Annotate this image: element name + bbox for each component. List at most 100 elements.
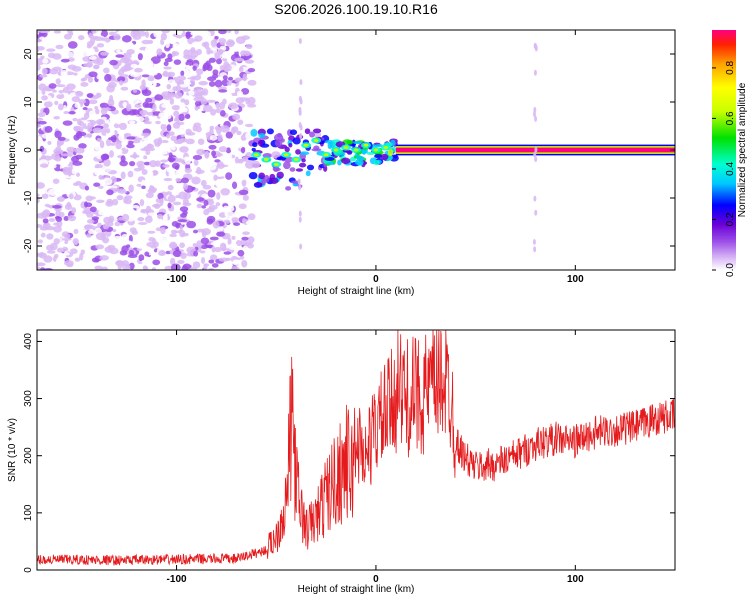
- heatmap-x-tick-label: 100: [567, 274, 584, 285]
- heatmap-cell: [67, 215, 77, 222]
- heatmap-cell: [242, 73, 247, 82]
- heatmap-cell: [163, 177, 173, 182]
- spike-cell: [299, 243, 303, 250]
- heatmap-cell: [140, 209, 146, 213]
- heatmap-cell: [184, 157, 191, 165]
- heatmap-cell: [179, 137, 188, 143]
- heatmap-cell: [146, 147, 156, 152]
- heatmap-cell: [193, 96, 204, 102]
- heatmap-cell: [163, 113, 172, 120]
- heatmap-cell: [42, 58, 49, 64]
- heatmap-cell: [160, 32, 167, 41]
- spike-cell: [533, 69, 537, 76]
- heatmap-cell: [105, 119, 110, 124]
- heatmap-cell: [41, 88, 46, 96]
- heatmap-cell: [184, 99, 190, 106]
- heatmap-cell: [246, 236, 255, 244]
- heatmap-cell: [235, 36, 246, 45]
- heatmap-cell: [159, 198, 164, 207]
- heatmap-cell: [224, 93, 233, 97]
- heatmap-cell: [250, 160, 261, 169]
- heatmap-cell: [118, 133, 125, 141]
- heatmap-cell: [86, 44, 92, 49]
- heatmap-cell: [277, 132, 282, 138]
- heatmap-cell: [271, 151, 281, 159]
- heatmap-cell: [41, 193, 49, 199]
- heatmap-cell: [137, 245, 145, 249]
- heatmap-cell: [337, 159, 342, 166]
- heatmap-cell: [165, 41, 170, 49]
- spike-cell: [532, 238, 536, 245]
- heatmap-cell: [157, 192, 164, 200]
- heatmap-cell: [155, 227, 163, 232]
- heatmap-cell: [147, 230, 156, 234]
- heatmap-cell: [242, 231, 250, 235]
- heatmap-cell: [168, 242, 178, 249]
- heatmap-cell: [74, 257, 81, 262]
- heatmap-cell: [82, 210, 92, 215]
- heatmap-cell: [346, 140, 354, 145]
- heatmap-cell: [46, 48, 56, 52]
- heatmap-cell: [214, 52, 221, 60]
- heatmap-cell: [120, 147, 129, 155]
- heatmap-cell: [308, 131, 315, 138]
- spike-cell: [534, 146, 538, 153]
- heatmap-cell: [214, 36, 219, 40]
- heatmap-cell: [153, 138, 163, 145]
- heatmap-cell: [227, 201, 235, 209]
- heatmap-cell: [104, 73, 112, 82]
- heatmap-cell: [83, 137, 91, 142]
- heatmap-cell: [354, 159, 364, 166]
- heatmap-cell: [185, 128, 192, 135]
- heatmap-cell: [230, 82, 236, 89]
- heatmap-cell: [115, 54, 125, 58]
- heatmap-cell: [132, 34, 142, 40]
- heatmap-cell: [200, 244, 209, 250]
- heatmap-cell: [273, 167, 281, 172]
- heatmap-cell: [179, 146, 189, 153]
- heatmap-cell: [160, 118, 169, 125]
- heatmap-cell: [195, 217, 203, 224]
- heatmap-cell: [201, 193, 209, 199]
- heatmap-cell: [166, 124, 172, 132]
- heatmap-cell: [234, 30, 239, 35]
- heatmap-y-axis-label: Frequency (Hz): [7, 116, 18, 185]
- heatmap-cell: [73, 228, 79, 235]
- heatmap-cell: [113, 235, 122, 240]
- heatmap-cell: [97, 97, 107, 102]
- heatmap-cell: [122, 263, 131, 270]
- heatmap-cell: [37, 262, 46, 267]
- heatmap-cell: [182, 263, 192, 270]
- heatmap-cell: [200, 237, 210, 245]
- heatmap-cell: [78, 120, 84, 127]
- heatmap-cell: [154, 94, 164, 101]
- heatmap-cell: [274, 139, 283, 147]
- heatmap-cell: [37, 197, 40, 204]
- heatmap-cell: [60, 69, 68, 77]
- heatmap-cell: [172, 201, 182, 206]
- heatmap-cell: [128, 123, 138, 132]
- heatmap-cell: [168, 171, 176, 178]
- heatmap-cell: [223, 64, 232, 72]
- heatmap-cell: [46, 250, 56, 254]
- heatmap-cell: [257, 139, 264, 147]
- heatmap-cell: [228, 102, 239, 109]
- heatmap-cell: [167, 194, 176, 203]
- snr-y-tick-label: 100: [23, 504, 34, 521]
- heatmap-cell: [226, 30, 232, 34]
- heatmap-cell: [74, 103, 81, 108]
- heatmap-cell: [299, 151, 310, 156]
- snr-y-tick-label: 400: [23, 333, 34, 350]
- heatmap-cell: [103, 67, 110, 74]
- heatmap-cell: [324, 156, 335, 162]
- heatmap-cell: [132, 89, 138, 93]
- heatmap-cell: [247, 96, 256, 105]
- heatmap-cell: [194, 35, 203, 42]
- snr-x-tick-label: 0: [373, 574, 379, 585]
- heatmap-cell: [63, 233, 71, 239]
- line-center-peak: [333, 148, 339, 152]
- heatmap-cell: [180, 177, 189, 184]
- heatmap-cell: [45, 226, 56, 231]
- heatmap-cell: [109, 59, 118, 66]
- snr-frame: [36, 329, 676, 571]
